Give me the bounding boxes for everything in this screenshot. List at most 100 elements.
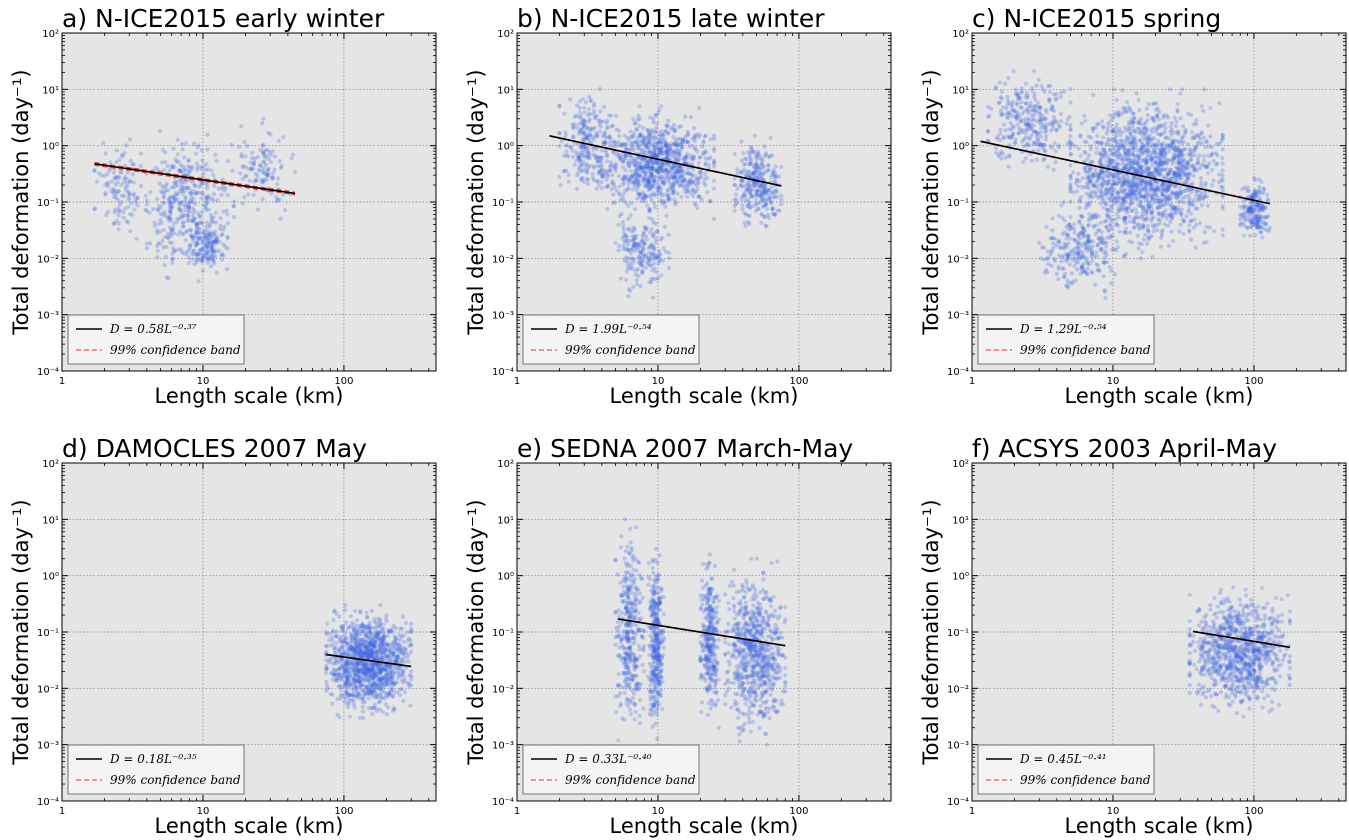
data-point: [1155, 113, 1160, 118]
data-point: [1144, 136, 1149, 141]
data-point: [674, 147, 680, 152]
data-point: [580, 162, 585, 168]
data-point: [197, 214, 202, 219]
data-point: [1130, 208, 1135, 213]
data-point: [204, 256, 209, 261]
data-point: [641, 238, 646, 243]
data-point: [586, 113, 591, 118]
data-point: [1181, 134, 1186, 139]
data-point: [1111, 144, 1116, 149]
data-point: [101, 140, 106, 146]
data-point: [650, 152, 655, 157]
data-point: [207, 256, 212, 261]
data-point: [155, 197, 160, 202]
data-point: [1128, 201, 1133, 206]
data-point: [1111, 159, 1116, 164]
data-point: [649, 184, 655, 189]
data-point: [684, 182, 689, 187]
data-point: [1043, 149, 1048, 154]
data-point: [178, 208, 183, 213]
data-point: [1075, 267, 1080, 272]
data-point: [591, 175, 596, 180]
data-point: [178, 202, 183, 207]
data-point: [620, 195, 625, 200]
data-point: [1066, 227, 1071, 232]
data-point: [1142, 218, 1147, 223]
data-point: [1161, 141, 1166, 146]
data-point: [591, 111, 596, 117]
data-point: [1119, 195, 1124, 200]
data-point: [1217, 101, 1222, 106]
data-point: [652, 138, 657, 143]
data-point: [1065, 117, 1071, 122]
data-point: [586, 152, 592, 157]
data-point: [610, 179, 615, 184]
data-point: [663, 128, 669, 133]
data-point: [199, 148, 204, 153]
data-point: [1133, 193, 1138, 198]
data-point: [659, 128, 664, 134]
data-point: [111, 221, 116, 226]
data-point: [664, 176, 670, 181]
data-point: [1178, 149, 1183, 155]
data-point: [669, 141, 674, 146]
data-point: [632, 121, 637, 126]
data-point: [201, 203, 206, 208]
data-point: [1077, 205, 1082, 210]
data-point: [749, 194, 754, 199]
data-point: [1178, 91, 1183, 96]
data-point: [1037, 104, 1043, 109]
data-point: [1158, 244, 1163, 249]
data-point: [1068, 100, 1073, 105]
y-tick-label: 10⁻⁴: [37, 367, 59, 378]
data-point: [1162, 130, 1167, 135]
data-point: [757, 171, 763, 176]
data-point: [213, 152, 218, 157]
data-point: [649, 184, 654, 189]
data-point: [617, 191, 622, 196]
data-point: [583, 146, 589, 151]
data-point: [643, 150, 649, 155]
data-point: [252, 179, 257, 184]
data-point: [1161, 186, 1166, 191]
data-point: [220, 251, 225, 257]
data-point: [196, 230, 201, 235]
data-point: [577, 110, 583, 115]
data-point: [204, 242, 209, 247]
data-point: [1029, 158, 1035, 163]
data-point: [1151, 229, 1156, 234]
data-point: [669, 127, 674, 132]
data-point: [571, 125, 576, 130]
data-point: [646, 130, 651, 135]
data-point: [120, 154, 126, 159]
data-point: [767, 196, 772, 201]
data-point: [170, 251, 175, 256]
data-point: [246, 192, 251, 197]
data-point: [631, 238, 636, 243]
data-point: [262, 177, 267, 182]
data-point: [210, 258, 215, 263]
data-point: [124, 219, 129, 224]
data-point: [116, 209, 121, 214]
data-point: [666, 147, 671, 152]
data-point: [677, 183, 682, 188]
data-point: [99, 173, 104, 178]
data-point: [680, 137, 685, 143]
data-point: [998, 131, 1003, 136]
data-point: [677, 164, 682, 169]
data-point: [779, 197, 784, 202]
data-point: [205, 232, 210, 237]
data-point: [699, 197, 704, 202]
data-point: [1094, 146, 1099, 151]
data-point: [1210, 183, 1215, 188]
data-point: [204, 236, 209, 241]
data-point: [175, 183, 180, 189]
data-point: [656, 261, 661, 266]
data-point: [646, 128, 651, 133]
data-point: [1199, 203, 1205, 208]
data-point: [1120, 139, 1125, 144]
data-point: [676, 125, 681, 130]
data-point: [646, 246, 652, 251]
data-point: [1012, 108, 1017, 113]
data-point: [702, 134, 707, 139]
